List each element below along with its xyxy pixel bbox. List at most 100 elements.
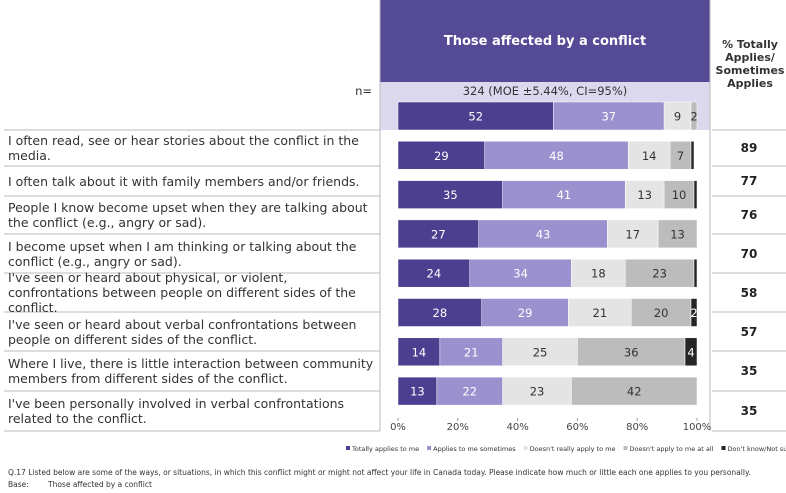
base-text: Those affected by a conflict — [48, 480, 152, 489]
value-label: 21 — [464, 345, 479, 359]
value-label: 13 — [637, 188, 652, 202]
legend-label: Doesn't apply to me at all — [629, 445, 713, 453]
legend-swatch — [346, 446, 350, 450]
header-title: Those affected by a conflict — [443, 33, 647, 49]
bar-segment — [577, 337, 686, 367]
total-value: 35 — [740, 364, 758, 378]
n-label: n= — [355, 84, 372, 98]
value-label: 34 — [513, 267, 528, 281]
bar-segment — [693, 180, 698, 209]
question: Q.17 Listed below are some of the ways, … — [8, 468, 751, 477]
total-value: 58 — [740, 285, 758, 300]
bar-segment — [568, 298, 632, 327]
bar-segment — [436, 376, 503, 406]
legend-swatch — [427, 446, 432, 450]
bar-segment — [690, 141, 695, 170]
statement: I've seen or heard about verbal confront… — [8, 316, 357, 347]
value-label: 7 — [677, 149, 684, 163]
value-label: 13 — [670, 227, 685, 241]
legend-swatch — [623, 446, 628, 450]
bar-segment — [684, 337, 698, 367]
value-label: 35 — [443, 188, 458, 202]
total-value: 57 — [740, 324, 758, 339]
bar-segment — [397, 298, 482, 327]
bar-segment — [607, 219, 659, 249]
bar-segment — [627, 141, 671, 170]
value-label: 24 — [427, 267, 442, 281]
total-value: 77 — [740, 174, 758, 188]
bar-segment — [397, 180, 503, 209]
base-label: Base: — [8, 480, 29, 489]
total-header-line: % Totally — [722, 38, 778, 51]
value-label: 18 — [591, 267, 606, 281]
bar-segment — [397, 101, 554, 131]
bar-segment — [502, 337, 578, 367]
total-value: 76 — [740, 208, 758, 222]
total-header: % Totally Applies/Sometimes Applies — [714, 38, 786, 90]
bar-segment — [502, 376, 572, 406]
value-label: 28 — [433, 306, 448, 320]
value-label: 41 — [557, 188, 572, 202]
value-label: 23 — [652, 267, 667, 281]
legend-label: Applies to me sometimes — [433, 445, 516, 453]
value-label: 4 — [687, 345, 694, 359]
x-tick-label: 40% — [506, 422, 528, 433]
bar-segment — [663, 101, 692, 131]
total-header-line: Applies/ — [725, 51, 775, 64]
bar-segment — [693, 258, 698, 288]
value-label: 14 — [642, 149, 657, 163]
bar-segment — [657, 219, 698, 249]
statement: I've seen or heard about physical, or vi… — [8, 270, 356, 315]
bar-segment — [663, 180, 695, 209]
value-label: 29 — [434, 149, 449, 163]
value-label: 2 — [690, 110, 697, 124]
total-header-line: Applies — [727, 77, 773, 90]
x-tick-label: 60% — [566, 422, 588, 433]
value-label: 14 — [412, 345, 427, 359]
bar-segment — [397, 258, 471, 288]
bar-segment — [690, 298, 698, 327]
value-label: 29 — [518, 306, 533, 320]
bar-segment — [397, 337, 441, 367]
legend-swatch — [523, 446, 528, 450]
value-label: 20 — [654, 306, 669, 320]
x-tick-label: 20% — [447, 422, 469, 433]
total-header-line: Sometimes — [715, 64, 785, 77]
bar-segment — [502, 180, 626, 209]
bar-segment — [571, 376, 698, 406]
value-label: 21 — [593, 306, 608, 320]
statement: I've been personally involved in verbal … — [8, 396, 345, 426]
value-label: 37 — [601, 110, 616, 124]
bar-segment — [439, 337, 503, 367]
bar-segment — [484, 141, 629, 170]
value-label: 22 — [462, 385, 477, 399]
total-value: 89 — [740, 141, 758, 155]
header-band — [380, 0, 710, 82]
bar-segment — [397, 141, 485, 170]
legend-label: Don't know/Not sure — [728, 445, 786, 453]
value-label: 52 — [468, 110, 483, 124]
value-label: 17 — [625, 227, 640, 241]
bar-segment — [690, 101, 698, 131]
bar-segment — [469, 258, 572, 288]
bar-segment — [630, 298, 692, 327]
x-tick-label: 100% — [683, 422, 712, 433]
x-tick-label: 80% — [626, 422, 648, 433]
legend-label: Totally applies to me — [351, 445, 419, 453]
bar-segment — [553, 101, 665, 131]
statement: Where I live, there is little interactio… — [8, 356, 374, 386]
value-label: 13 — [410, 385, 425, 399]
legend-swatch — [721, 446, 726, 450]
value-label: 10 — [672, 188, 687, 202]
value-label: 2 — [690, 306, 697, 320]
total-value: 35 — [740, 404, 758, 418]
statement: I become upset when I am thinking or tal… — [8, 238, 357, 269]
value-label: 25 — [533, 345, 548, 359]
value-label: 23 — [530, 385, 545, 399]
value-label: 42 — [627, 385, 642, 399]
bar-segment — [478, 219, 608, 249]
bar-segment — [571, 258, 626, 288]
bar-segment — [481, 298, 569, 327]
